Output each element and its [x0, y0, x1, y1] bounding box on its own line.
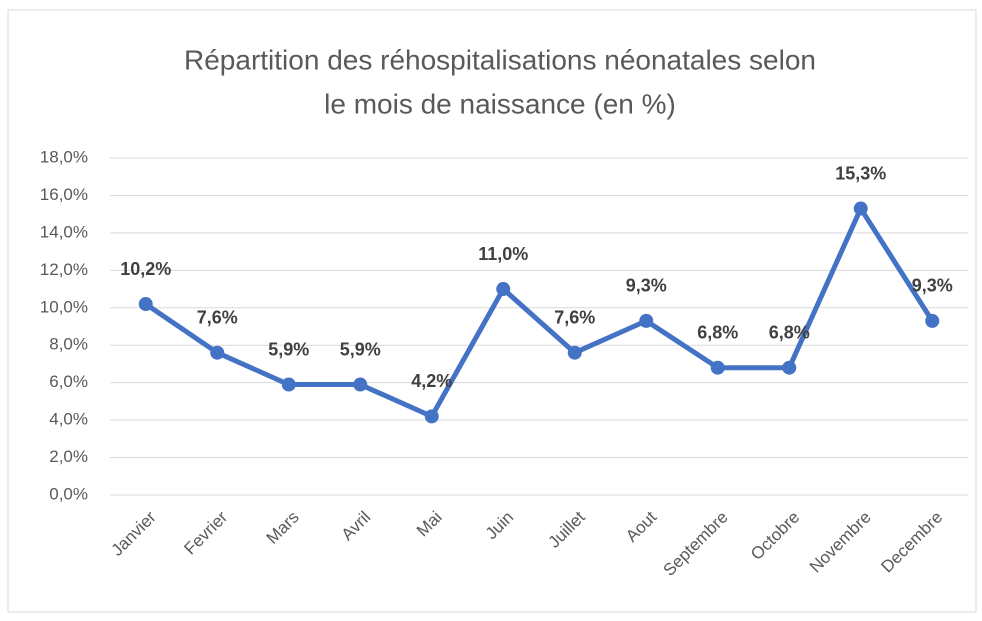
data-label: 9,3%: [626, 276, 667, 296]
data-label: 5,9%: [340, 339, 381, 359]
point: [782, 360, 797, 375]
point: [353, 377, 368, 392]
point: [925, 313, 940, 328]
data-label: 10,2%: [120, 259, 171, 279]
point: [210, 345, 225, 360]
chart-title: le mois de naissance (en %): [324, 88, 676, 119]
data-label: 6,8%: [697, 322, 738, 342]
point: [281, 377, 296, 392]
y-tick-label: 4,0%: [49, 410, 88, 429]
data-label: 9,3%: [912, 276, 953, 296]
y-tick-label: 12,0%: [40, 260, 88, 279]
point: [710, 360, 725, 375]
point: [639, 313, 654, 328]
point: [138, 297, 153, 312]
data-label: 11,0%: [478, 244, 528, 264]
y-tick-label: 6,0%: [49, 372, 88, 391]
point: [496, 282, 511, 297]
point: [853, 201, 868, 216]
line: [144, 206, 935, 419]
data-label: 7,6%: [197, 307, 238, 327]
data-label: 15,3%: [835, 163, 886, 183]
y-tick-label: 8,0%: [49, 335, 88, 354]
y-tick-label: 18,0%: [40, 147, 88, 166]
point: [424, 409, 439, 424]
y-tick-label: 0,0%: [49, 484, 88, 503]
y-tick-label: 16,0%: [40, 185, 88, 204]
y-tick-label: 2,0%: [49, 447, 88, 466]
point: [567, 345, 582, 360]
y-tick-label: 14,0%: [40, 222, 88, 241]
data-label: 6,8%: [769, 322, 810, 342]
chart-title: Répartition des réhospitalisations néona…: [184, 44, 816, 75]
y-tick-label: 10,0%: [40, 297, 88, 316]
data-label: 5,9%: [268, 339, 309, 359]
data-label: 7,6%: [554, 307, 595, 327]
data-label: 4,2%: [411, 371, 452, 391]
